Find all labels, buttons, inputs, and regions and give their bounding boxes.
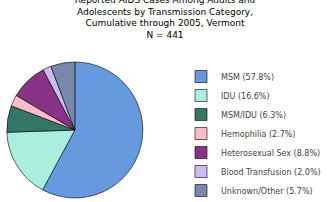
svg-text:MSM/IDU (6.3%): MSM/IDU (6.3%) <box>221 111 286 120</box>
svg-text:IDU (16.6%): IDU (16.6%) <box>221 92 270 101</box>
svg-text:Blood Transfusion (2.0%): Blood Transfusion (2.0%) <box>221 168 321 177</box>
svg-text:Reported AIDS Cases Among Adul: Reported AIDS Cases Among Adults andAdol… <box>75 0 255 40</box>
svg-text:MSM (57.8%): MSM (57.8%) <box>221 73 274 82</box>
svg-text:Unknown/Other (5.7%): Unknown/Other (5.7%) <box>221 187 313 196</box>
svg-text:Hemophilia (2.7%): Hemophilia (2.7%) <box>221 130 295 139</box>
svg-text:Heterosexual Sex (8.8%): Heterosexual Sex (8.8%) <box>221 149 320 158</box>
